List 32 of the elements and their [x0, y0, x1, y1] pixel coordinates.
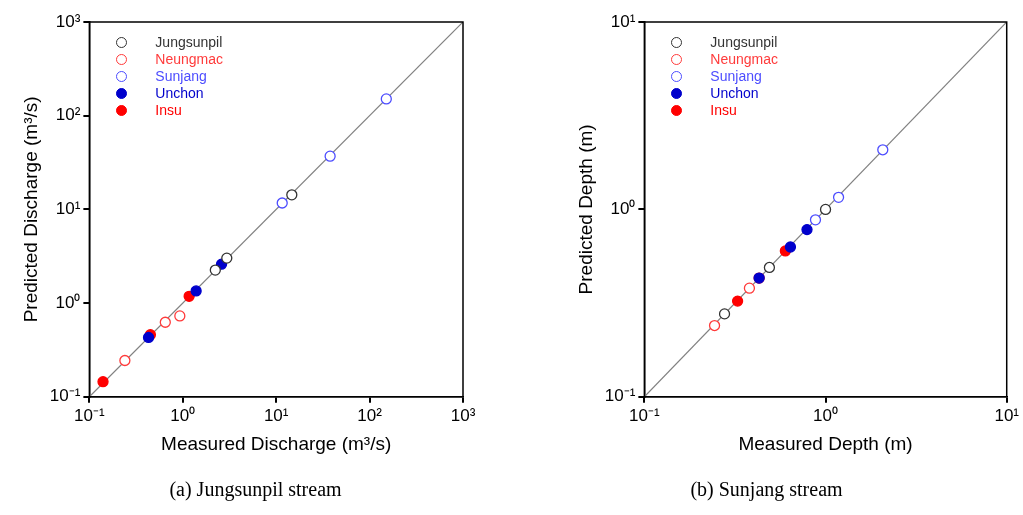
- legend-label: Unchon: [710, 85, 759, 102]
- y-tick-label: 10¹: [55, 199, 81, 219]
- x-axis-title: Measured Discharge (m³/s): [161, 432, 392, 454]
- y-tick-label: 10⁰: [55, 292, 81, 312]
- legend-label: Insu: [710, 102, 737, 119]
- x-tick-label: 10⁰: [813, 405, 838, 425]
- x-axis-title: Measured Depth (m): [738, 432, 913, 454]
- x-tick-label: 10⁰: [170, 405, 196, 425]
- legend-label: Jungsunpil: [155, 34, 223, 51]
- legend-label: Neungmac: [155, 51, 224, 68]
- legend-label: Sunjang: [155, 68, 207, 85]
- x-tick-label: 10⁻¹: [629, 405, 660, 425]
- legend-label: Unchon: [155, 85, 204, 102]
- legend-label: Sunjang: [710, 68, 762, 85]
- y-tick-label: 10³: [55, 11, 81, 31]
- y-tick-label: 10¹: [610, 11, 636, 31]
- y-tick-label: 10²: [55, 105, 81, 125]
- x-tick-label: 10⁻¹: [74, 405, 105, 425]
- y-axis-title: Predicted Discharge (m³/s): [19, 96, 41, 323]
- y-axis-title: Predicted Depth (m): [574, 124, 596, 295]
- legend-label: Jungsunpil: [710, 34, 778, 51]
- y-tick-label: 10⁻¹: [604, 386, 636, 406]
- x-tick-label: 10³: [450, 405, 476, 425]
- x-tick-label: 10¹: [263, 405, 289, 425]
- x-tick-label: 10²: [357, 405, 383, 425]
- legend-label: Neungmac: [710, 51, 779, 68]
- text: (b) Sunjang stream: [689, 478, 844, 501]
- text: (a) Jungsunpil stream: [168, 478, 343, 501]
- x-tick-label: 10¹: [994, 405, 1020, 425]
- y-tick-label: 10⁻¹: [49, 386, 81, 406]
- legend-label: Insu: [155, 102, 182, 119]
- y-tick-label: 10⁰: [610, 199, 636, 219]
